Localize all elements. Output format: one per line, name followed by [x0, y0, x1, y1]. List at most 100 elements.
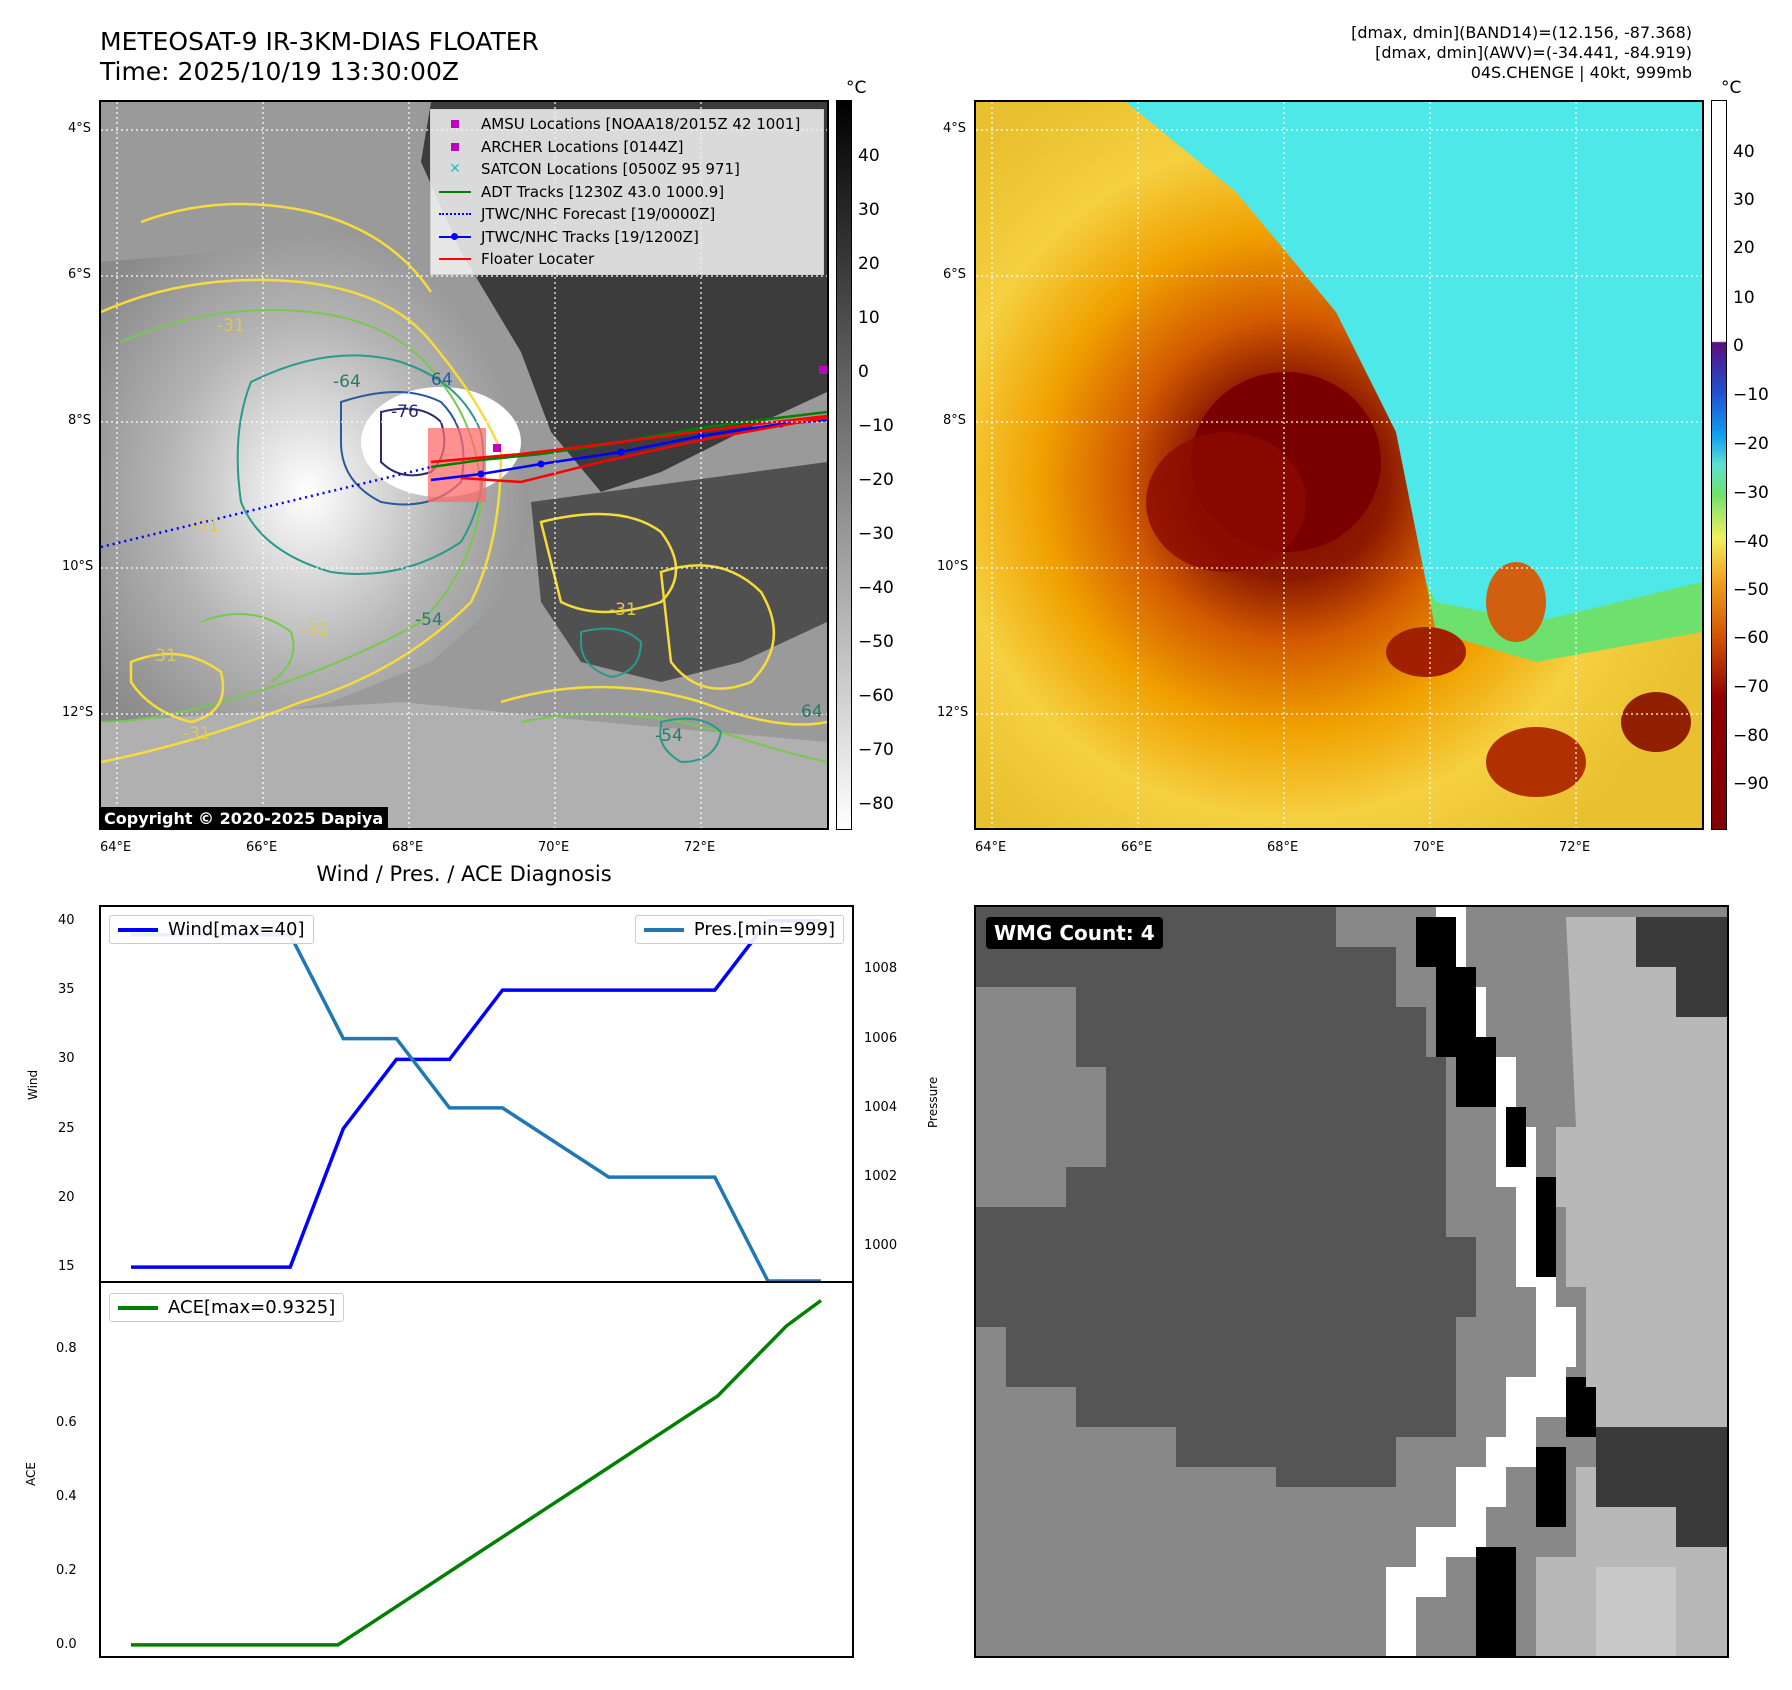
- lat-tick: 12°S: [62, 705, 94, 720]
- contour-label: -54: [415, 610, 443, 630]
- ace-axis-label: ACE: [24, 1462, 38, 1486]
- colorbar-tick: −30: [858, 524, 894, 544]
- lat-tick: 12°S: [937, 705, 969, 720]
- ace-ytick: 0.4: [56, 1489, 77, 1505]
- lat-tick: 6°S: [68, 267, 92, 282]
- ace-chart[interactable]: ACE[max=0.9325]: [99, 1281, 854, 1658]
- colorbar-tick: −80: [1733, 726, 1769, 746]
- contour-label: 64: [801, 702, 823, 722]
- colorbar-tick: −40: [1733, 532, 1769, 552]
- lon-tick: 64°E: [975, 840, 1007, 855]
- ace-series-line: [131, 1299, 823, 1647]
- wmg-image: [976, 907, 1727, 1656]
- contour-label: -76: [391, 402, 419, 422]
- colorbar-tick: 0: [1733, 336, 1744, 356]
- colorbar-tick: 0: [858, 362, 869, 382]
- diag-title: Wind / Pres. / ACE Diagnosis: [316, 862, 612, 886]
- ace-ytick: 0.2: [56, 1563, 77, 1579]
- lon-tick: 72°E: [1559, 840, 1591, 855]
- legend-item-floater: Floater Locater: [437, 248, 817, 271]
- wind-ytick: 25: [58, 1120, 75, 1136]
- colorbar-tick: −70: [858, 740, 894, 760]
- pressure-ytick: 1002: [864, 1169, 898, 1185]
- legend-item-tracks: JTWC/NHC Tracks [19/1200Z]: [437, 226, 817, 249]
- chart-time: Time: 2025/10/19 13:30:00Z: [100, 57, 459, 86]
- lon-tick: 70°E: [1413, 840, 1445, 855]
- lat-tick: 10°S: [62, 559, 94, 574]
- info-band14: [dmax, dmin](BAND14)=(12.156, -87.368): [1351, 23, 1692, 42]
- ace-plot: [131, 1299, 823, 1647]
- wind-ytick: 20: [58, 1189, 75, 1205]
- lat-tick: 8°S: [943, 413, 967, 428]
- pressure-ytick: 1000: [864, 1238, 898, 1254]
- colorbar-tick: −30: [1733, 483, 1769, 503]
- colorbar-tick: 40: [1733, 142, 1755, 162]
- pressure-legend: Pres.[min=999]: [634, 915, 844, 944]
- colorbar-tick: −60: [858, 686, 894, 706]
- lat-tick: 6°S: [943, 267, 967, 282]
- colorbar-tick: 10: [1733, 288, 1755, 308]
- contour-label: -54: [655, 726, 683, 746]
- wind-legend: Wind[max=40]: [109, 915, 314, 944]
- colorbar-tick: 40: [858, 146, 880, 166]
- contour-label: -64: [333, 372, 361, 392]
- wind-ytick: 40: [58, 912, 75, 928]
- ace-ytick: 0.0: [56, 1636, 77, 1652]
- wind-ytick: 15: [58, 1259, 75, 1275]
- colorbar-tick: −60: [1733, 628, 1769, 648]
- lat-tick: 4°S: [943, 121, 967, 136]
- legend-item-satcon: ✕ SATCON Locations [0500Z 95 971]: [449, 160, 740, 178]
- wind-ytick: 30: [58, 1051, 75, 1067]
- colorbar-tick: −40: [858, 578, 894, 598]
- lon-tick: 66°E: [1121, 840, 1153, 855]
- lon-tick: 64°E: [100, 840, 132, 855]
- pressure-axis-label: Pressure: [926, 1076, 940, 1128]
- colorbar-tick: 30: [1733, 190, 1755, 210]
- lon-tick: 72°E: [684, 840, 716, 855]
- contour-label: -31: [183, 724, 211, 744]
- colorbar-tick: −50: [858, 632, 894, 652]
- legend-item-adt: ADT Tracks [1230Z 43.0 1000.9]: [437, 181, 817, 204]
- contour-label: -31: [301, 620, 329, 640]
- copyright-badge: Copyright © 2020-2025 Dapiya: [101, 807, 389, 828]
- legend-item-archer: ARCHER Locations [0144Z]: [437, 136, 817, 159]
- colorbar-tick: 20: [858, 254, 880, 274]
- contour-label: 64: [431, 370, 453, 390]
- colorbar-color: [1711, 100, 1727, 830]
- colorbar-tick: 20: [1733, 238, 1755, 258]
- wmg-panel[interactable]: WMG Count: 4: [974, 905, 1729, 1658]
- lon-tick: 70°E: [538, 840, 570, 855]
- awv-map-image: [976, 102, 1702, 828]
- lat-tick: 4°S: [68, 121, 92, 136]
- wind-ytick: 35: [58, 982, 75, 998]
- pressure-ytick: 1008: [864, 961, 898, 977]
- lon-tick: 68°E: [1267, 840, 1299, 855]
- colorbar-tick: −80: [858, 794, 894, 814]
- map-legend: AMSU Locations [NOAA18/2015Z 42 1001] AR…: [430, 109, 824, 275]
- wmg-count-badge: WMG Count: 4: [986, 917, 1163, 949]
- lon-tick: 68°E: [392, 840, 424, 855]
- ace-ytick: 0.6: [56, 1415, 77, 1431]
- colorbar-gray: [836, 100, 852, 830]
- ace-ytick: 0.8: [56, 1341, 77, 1357]
- colorbar-unit: °C: [846, 78, 867, 98]
- wind-pressure-plot: [131, 919, 821, 1281]
- wind-series-line: [131, 919, 821, 1269]
- colorbar-tick: −70: [1733, 677, 1769, 697]
- awv-map-panel[interactable]: [974, 100, 1704, 830]
- lon-tick: 66°E: [246, 840, 278, 855]
- colorbar-tick: −90: [1733, 774, 1769, 794]
- legend-item-amsu: AMSU Locations [NOAA18/2015Z 42 1001]: [437, 113, 817, 136]
- contour-label: -31: [609, 600, 637, 620]
- contour-label: -31: [149, 646, 177, 666]
- lat-tick: 8°S: [68, 413, 92, 428]
- wind-pressure-chart[interactable]: Wind[max=40] Pres.[min=999]: [99, 905, 854, 1283]
- colorbar-tick: −10: [1733, 385, 1769, 405]
- colorbar-tick: −10: [858, 416, 894, 436]
- colorbar-tick: 30: [858, 200, 880, 220]
- colorbar-tick: −20: [858, 470, 894, 490]
- colorbar-unit: °C: [1721, 78, 1742, 98]
- colorbar-tick: 10: [858, 308, 880, 328]
- pressure-ytick: 1004: [864, 1099, 898, 1115]
- lat-tick: 10°S: [937, 559, 969, 574]
